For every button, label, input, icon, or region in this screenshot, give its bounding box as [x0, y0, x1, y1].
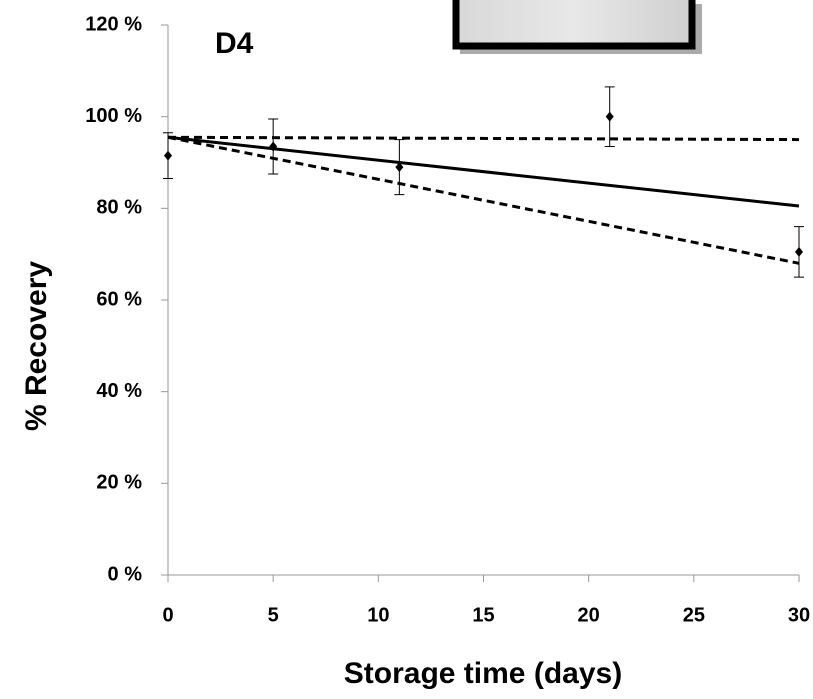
y-tick-label: 120 %: [85, 13, 142, 35]
x-tick-label: 30: [788, 604, 810, 626]
y-tick-label: 100 %: [85, 105, 142, 127]
fit-line: [167, 135, 800, 142]
panel-label: D4: [215, 27, 254, 60]
data-point: [395, 162, 404, 173]
x-tick-label: 5: [268, 604, 279, 626]
data-point: [795, 246, 803, 257]
fit-line: [167, 135, 800, 265]
x-tick-label: 15: [472, 604, 494, 626]
y-tick-label: 60 %: [96, 288, 142, 310]
x-tick-label: 20: [578, 604, 600, 626]
y-tick-label: 40 %: [96, 380, 142, 402]
data-point: [269, 141, 278, 152]
y-tick-label: 80 %: [96, 197, 142, 219]
y-tick-label: 0 %: [108, 563, 143, 585]
x-tick-label: 0: [162, 604, 173, 626]
y-tick-label: 20 %: [96, 472, 142, 494]
data-point: [164, 150, 172, 161]
inset-photo: [452, 0, 702, 54]
x-tick-label: 10: [367, 604, 389, 626]
fit-line: [167, 135, 800, 208]
x-axis-title: Storage time (days): [344, 657, 622, 690]
y-axis-title: % Recovery: [20, 261, 53, 431]
x-tick-label: 25: [683, 604, 705, 626]
data-point: [605, 111, 614, 122]
